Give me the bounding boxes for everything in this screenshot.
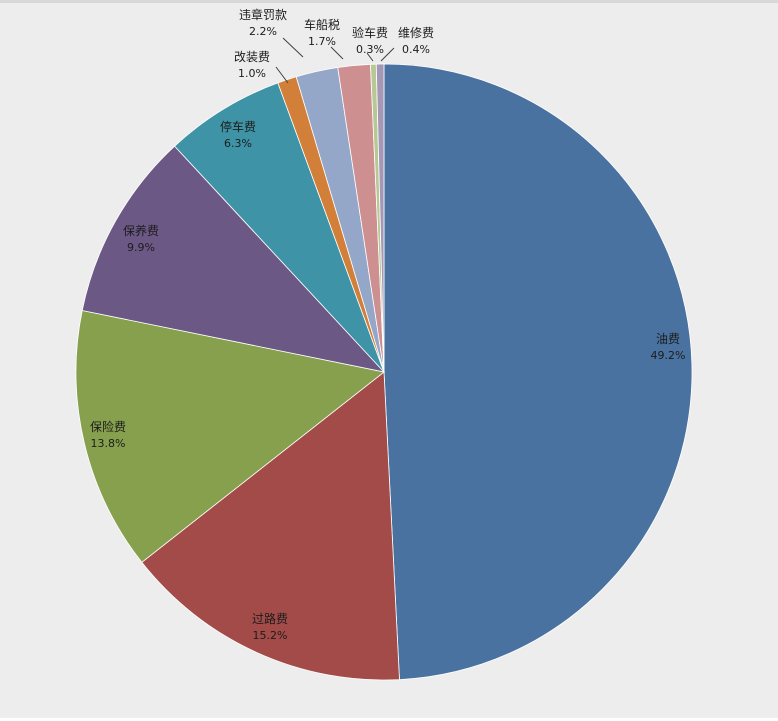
slice-label: 保养费 — [123, 223, 159, 238]
pie-slices — [75, 63, 693, 681]
pie-slice — [174, 82, 385, 373]
pie-chart: 油费 49.2% 过路费 15.2% 保险费 13.8% 保养费 9.9% 停车费 6.3% 改装费… — [75, 7, 693, 681]
slice-percent-label: 49.2% — [651, 349, 686, 362]
slice-label: 油费 — [656, 332, 680, 346]
pie-slice — [383, 63, 693, 681]
pie-slice — [81, 145, 386, 373]
slice-percent-label: 1.0% — [238, 67, 266, 80]
slice-label: 验车费 — [352, 25, 388, 40]
leader-line — [282, 37, 304, 58]
slice-percent-label: 15.2% — [253, 629, 288, 642]
slice-percent-label: 0.3% — [356, 43, 384, 56]
slice-label: 保险费 — [90, 419, 126, 434]
leader-line — [330, 46, 344, 60]
pie-slice — [141, 371, 400, 681]
pie-slice — [75, 310, 385, 563]
leader-line — [380, 47, 395, 62]
slice-percent-label: 6.3% — [224, 137, 252, 150]
slice-label: 车船税 — [304, 17, 340, 32]
slice-percent-label: 13.8% — [91, 437, 126, 450]
slice-percent-label: 9.9% — [127, 241, 155, 254]
leader-line — [275, 66, 289, 84]
slice-percent-label: 2.2% — [249, 25, 277, 38]
slice-label: 改装费 — [234, 50, 270, 64]
slice-label: 维修费 — [398, 25, 434, 40]
slice-labels: 油费 49.2% 过路费 15.2% 保险费 13.8% 保养费 9.9% 停车费 6.3% 改装费… — [90, 7, 685, 642]
pie-slice — [375, 63, 385, 373]
leader-line — [366, 52, 374, 62]
leader-lines — [275, 37, 395, 84]
slice-percent-label: 1.7% — [308, 35, 336, 48]
slice-label: 停车费 — [220, 119, 256, 134]
slice-label: 违章罚款 — [239, 7, 287, 22]
slice-percent-label: 0.4% — [402, 43, 430, 56]
slice-label: 过路费 — [252, 611, 288, 626]
